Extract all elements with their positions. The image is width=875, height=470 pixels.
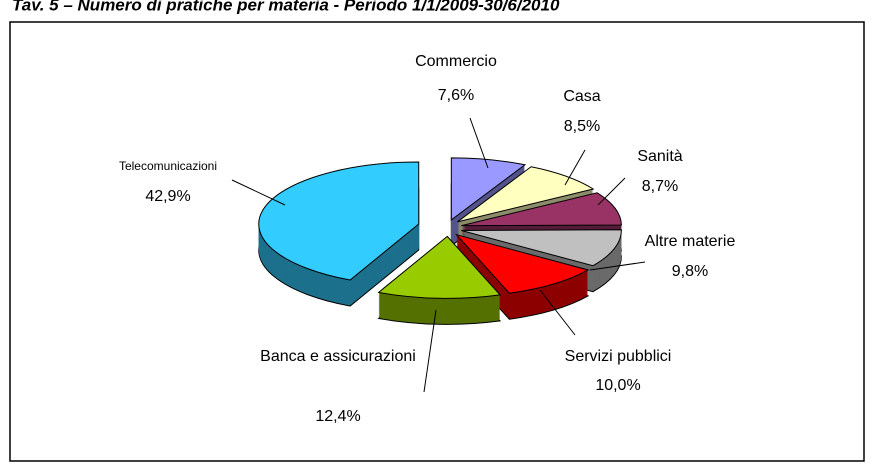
category-label: Commercio [415, 53, 497, 70]
value-label: 10,0% [595, 377, 640, 394]
leader-line [423, 309, 437, 393]
slice [377, 235, 502, 299]
leader-line [564, 149, 586, 186]
category-label: Telecomunicazioni [119, 159, 217, 173]
category-label: Banca e assicurazioni [260, 348, 416, 365]
slice [454, 233, 590, 294]
value-label: 8,5% [564, 118, 600, 135]
category-label: Sanità [637, 148, 682, 165]
value-label: 7,6% [438, 87, 474, 104]
slice [461, 192, 622, 227]
value-label: 9,8% [672, 263, 708, 280]
chart-title: Tav. 5 – Numero di pratiche per materia … [12, 0, 560, 14]
slice [258, 161, 420, 281]
leader-line [597, 177, 626, 206]
value-label: 12,4% [315, 408, 360, 425]
category-label: Servizi pubblici [565, 348, 672, 365]
slice [450, 157, 527, 221]
value-label: 42,9% [145, 188, 190, 205]
leader-line [589, 261, 646, 271]
chart-frame [9, 21, 865, 462]
slice [461, 229, 622, 267]
category-label: Casa [563, 88, 600, 105]
slice [457, 166, 595, 223]
leader-line [231, 179, 286, 206]
value-label: 8,7% [642, 178, 678, 195]
leader-line [539, 289, 576, 336]
leader-line [469, 117, 489, 169]
category-label: Altre materie [645, 233, 736, 250]
